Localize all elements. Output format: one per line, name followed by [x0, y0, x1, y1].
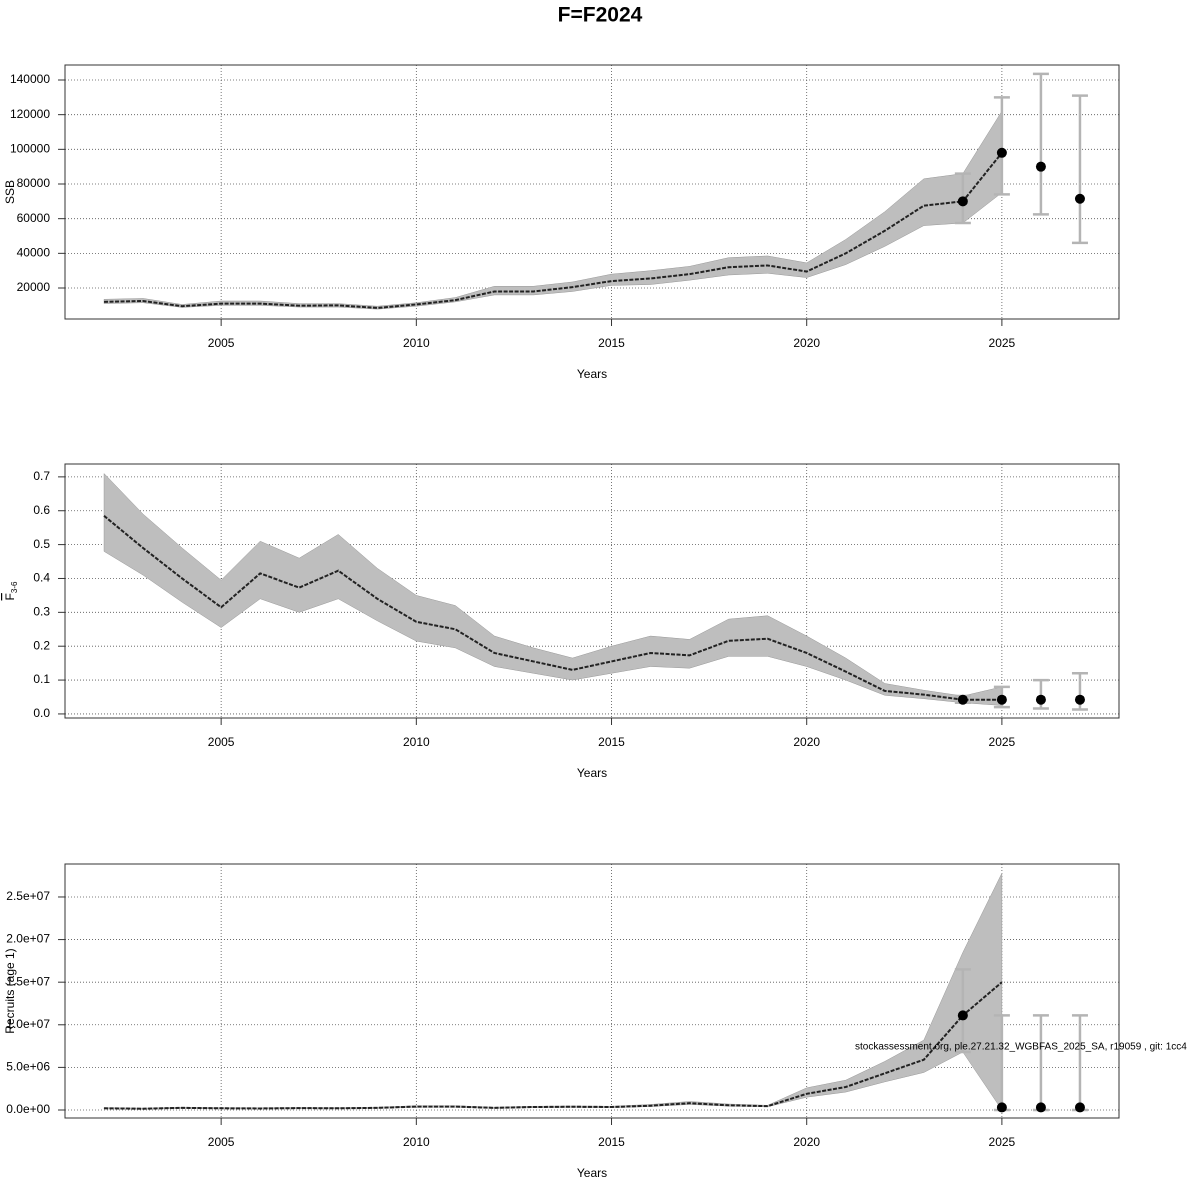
figure-title: F=F2024 [558, 4, 643, 27]
y-axis-label: SSB [3, 180, 17, 204]
forecast-point [1035, 1102, 1046, 1113]
error-bar [1071, 1014, 1088, 1112]
y-tick-label: 5.0e+06 [6, 1060, 50, 1074]
y-tick-label: 0.0e+00 [6, 1102, 50, 1116]
forecast-point [957, 196, 968, 207]
forecast-point [1035, 694, 1046, 705]
x-tick-label: 2005 [208, 735, 235, 749]
y-tick-label: 1.0e+07 [6, 1017, 50, 1031]
y-axis-label-subscript: 3-6 [10, 581, 19, 593]
x-tick-label: 2020 [793, 336, 820, 350]
forecast-point [957, 1010, 968, 1021]
plot-frame [64, 863, 1120, 1119]
forecast-point [1074, 193, 1085, 204]
y-tick-label: 100000 [10, 142, 50, 156]
y-tick-label: 40000 [17, 246, 51, 260]
error-bar [1032, 1014, 1049, 1112]
error-bar [1032, 72, 1049, 216]
x-tick-label: 2025 [989, 735, 1016, 749]
y-tick-label: 0.3 [33, 605, 50, 619]
x-tick-label: 2005 [208, 336, 235, 350]
estimate-line [104, 152, 1003, 309]
y-tick-label: 120000 [10, 107, 50, 121]
y-tick-label: 60000 [17, 211, 51, 225]
y-tick-label: 0.5 [33, 537, 50, 551]
y-tick-label: 0.2 [33, 638, 50, 652]
x-tick-label: 2025 [989, 336, 1016, 350]
forecast-point [1074, 694, 1085, 705]
plot-frame [64, 463, 1120, 719]
confidence-band [103, 873, 1003, 1111]
x-tick-label: 2020 [793, 1135, 820, 1149]
x-tick-label: 2015 [598, 1135, 625, 1149]
confidence-band [103, 472, 1003, 706]
forecast-point [996, 1102, 1007, 1113]
y-tick-label: 2.0e+07 [6, 932, 50, 946]
forecast-point [1035, 161, 1046, 172]
y-axis-label-main: SSB [3, 180, 17, 204]
x-tick-label: 2015 [598, 336, 625, 350]
forecast-point [996, 147, 1007, 158]
x-tick-label: 2010 [403, 1135, 430, 1149]
error-bar [993, 96, 1010, 196]
x-tick-label: 2020 [793, 735, 820, 749]
y-axis-label-main: Recruits (age 1) [3, 948, 17, 1033]
y-tick-label: 1.5e+07 [6, 974, 50, 988]
y-tick-label: 0.7 [33, 469, 50, 483]
y-tick-label: 2.5e+07 [6, 889, 50, 903]
x-tick-label: 2015 [598, 735, 625, 749]
y-tick-label: 80000 [17, 176, 51, 190]
y-tick-label: 0.0 [33, 706, 50, 720]
estimate-line [103, 515, 1002, 701]
x-tick-label: 2005 [208, 1135, 235, 1149]
x-axis-label: Years [577, 367, 607, 381]
x-axis-label: Years [577, 766, 607, 780]
y-tick-label: 0.1 [33, 672, 50, 686]
y-tick-label: 0.6 [33, 503, 50, 517]
y-tick-label: 20000 [17, 280, 51, 294]
plot-frame [64, 64, 1120, 320]
y-axis-label-main: F [3, 593, 17, 600]
forecast-point [996, 694, 1007, 705]
forecast-point [1074, 1102, 1085, 1113]
x-tick-label: 2010 [403, 735, 430, 749]
x-tick-label: 2010 [403, 336, 430, 350]
y-axis-label: Recruits (age 1) [3, 948, 17, 1033]
x-tick-label: 2025 [989, 1135, 1016, 1149]
error-bar [1071, 94, 1088, 245]
forecast-point [957, 694, 968, 705]
y-tick-label: 140000 [10, 72, 50, 86]
annotation: stockassessment.org, ple.27.21.32_WGBFAS… [855, 1042, 1187, 1053]
x-axis-label: Years [577, 1166, 607, 1180]
y-tick-label: 0.4 [33, 571, 50, 585]
estimate-line [104, 981, 1003, 1110]
confidence-band [103, 110, 1003, 310]
y-axis-label: F3-6 [3, 581, 19, 600]
